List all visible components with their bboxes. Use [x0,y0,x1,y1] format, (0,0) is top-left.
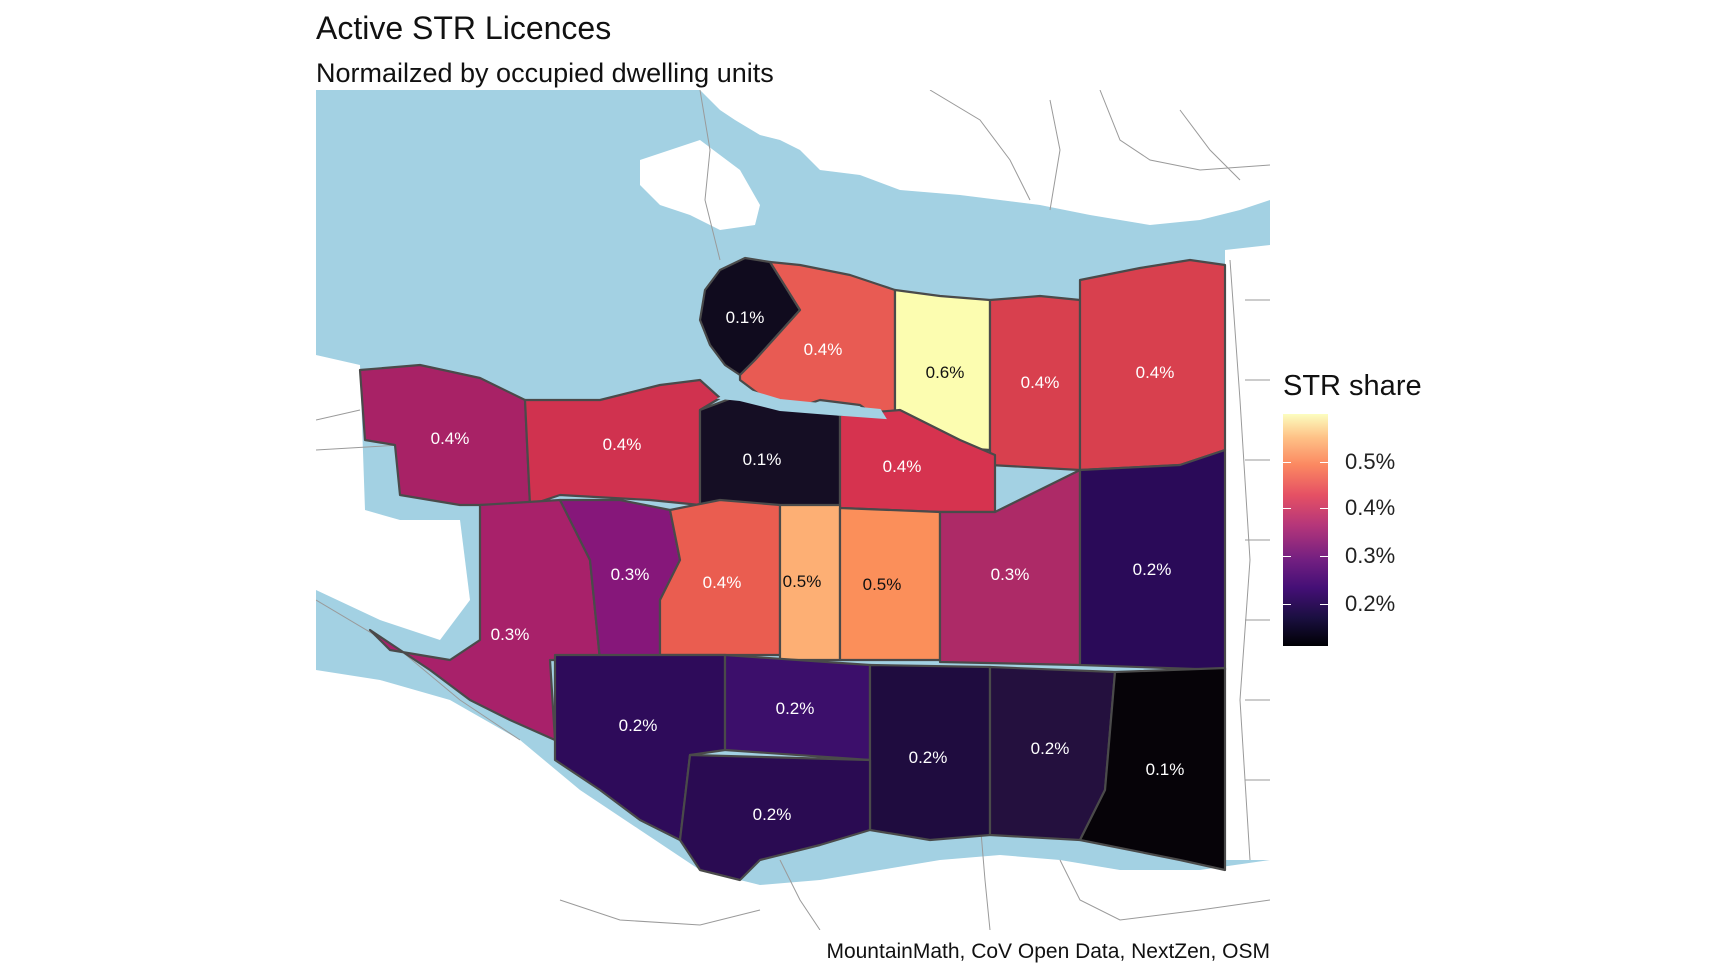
legend-tick [1283,462,1328,463]
label-kerrisdale: 0.2% [619,716,658,735]
label-oakridge: 0.2% [776,699,815,718]
sea-island-land [316,700,500,800]
neighbourhood-renfrew [1078,448,1227,672]
legend-label-0: 0.5% [1345,449,1396,474]
legend-title: STR share [1283,370,1422,402]
legend-label-2: 0.3% [1345,543,1396,568]
label-hastings-sunrise: 0.4% [1136,363,1175,382]
label-victoria-fraserview: 0.2% [1031,739,1070,758]
map-caption: MountainMath, CoV Open Data, NextZen, OS… [826,940,1270,963]
label-dunbar: 0.3% [491,625,530,644]
legend-tick [1283,604,1328,605]
north-shore-land [700,90,1270,225]
map-title: Active STR Licences [316,10,612,46]
burnaby-land [1225,245,1270,860]
point-grey-land [316,355,470,640]
label-arbutus: 0.3% [611,565,650,584]
legend-colorbar [1283,414,1328,646]
label-marpole: 0.2% [753,805,792,824]
label-stanley-park: 0.1% [726,308,765,327]
label-sunset: 0.2% [909,748,948,767]
label-renfrew: 0.2% [1133,560,1172,579]
neighbourhood-killarney [1078,666,1227,872]
label-kensington: 0.3% [991,565,1030,584]
neighbourhood-downtown [738,260,897,432]
legend-label-3: 0.2% [1345,591,1396,616]
label-grandview: 0.4% [1021,373,1060,392]
label-shaughnessy: 0.4% [703,573,742,592]
label-strathcona: 0.6% [926,363,965,382]
legend-tick [1283,556,1328,557]
false-creek [716,386,887,420]
label-kitsilano: 0.4% [603,435,642,454]
north-shore-point [640,140,760,230]
label-riley-park: 0.5% [863,575,902,594]
legend-tick [1283,508,1328,509]
road-network [316,90,1270,930]
neighbourhood-marpole [678,753,872,882]
label-fairview: 0.1% [743,450,782,469]
map-subtitle: Normailzed by occupied dwelling units [316,58,774,88]
label-killarney: 0.1% [1146,760,1185,779]
legend-label-1: 0.4% [1345,495,1396,520]
label-south-cambie: 0.5% [783,572,822,591]
label-downtown: 0.4% [804,340,843,359]
richmond-land [316,670,1270,930]
label-mount-pleasant: 0.4% [883,457,922,476]
label-west-point-grey: 0.4% [431,429,470,448]
